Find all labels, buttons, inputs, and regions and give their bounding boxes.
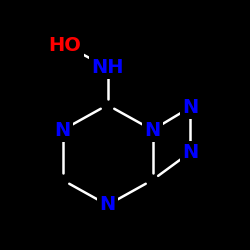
Text: NH: NH: [91, 58, 124, 77]
Text: N: N: [144, 120, 160, 140]
Text: HO: HO: [48, 36, 82, 54]
Text: N: N: [182, 98, 198, 117]
Text: N: N: [54, 120, 71, 140]
Text: N: N: [182, 143, 198, 162]
Text: N: N: [100, 196, 116, 214]
